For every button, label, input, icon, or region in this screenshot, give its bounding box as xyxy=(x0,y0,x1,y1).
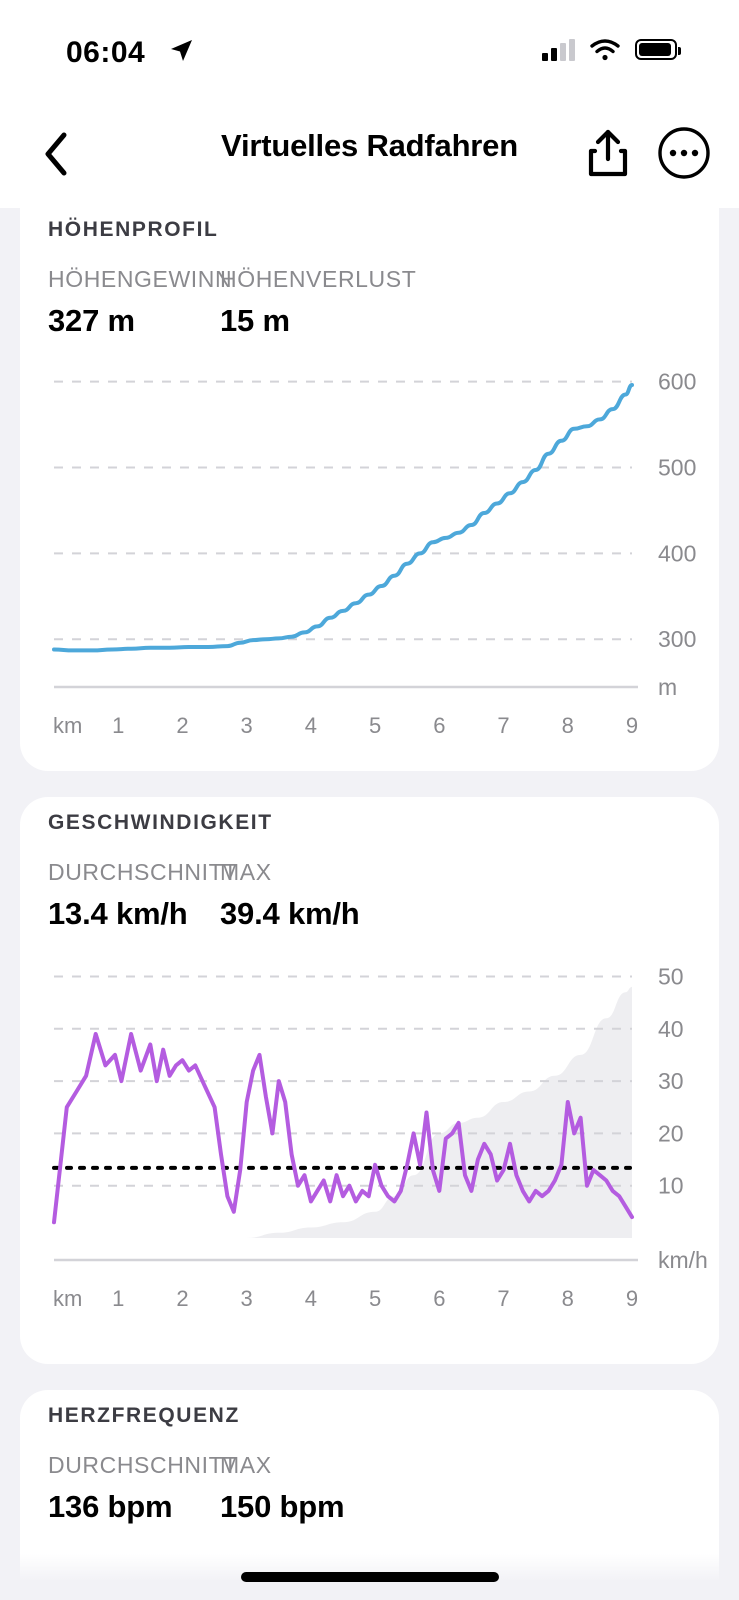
stat-value: 39.4 km/h xyxy=(220,896,360,931)
battery-full-icon xyxy=(635,39,681,60)
elevation-chart-svg: 600 500 400 300 m km 1 2 3 4 5 6 7 8 9 xyxy=(52,369,696,738)
stats-speed: DURCHSCHNITT 13.4 km/h MAX 39.4 km/h xyxy=(20,835,719,932)
svg-text:8: 8 xyxy=(562,1286,574,1311)
svg-text:7: 7 xyxy=(497,1286,509,1311)
stat-label: HÖHENVERLUST xyxy=(220,266,417,292)
svg-text:50: 50 xyxy=(658,963,684,989)
home-indicator xyxy=(240,1572,499,1582)
stats-heartrate: DURCHSCHNITT 136 bpm MAX 150 bpm xyxy=(20,1428,719,1525)
stat-elevation-loss: HÖHENVERLUST 15 m xyxy=(220,266,417,339)
svg-text:m: m xyxy=(658,674,677,700)
share-button[interactable] xyxy=(583,126,633,180)
stats-elevation: HÖHENGEWINN 327 m HÖHENVERLUST 15 m xyxy=(20,242,719,339)
status-time: 06:04 xyxy=(66,36,146,69)
status-indicators xyxy=(542,38,681,61)
svg-text:6: 6 xyxy=(433,713,445,738)
svg-text:km: km xyxy=(53,1286,82,1311)
stat-speed-max: MAX 39.4 km/h xyxy=(220,859,392,932)
stat-label: HÖHENGEWINN xyxy=(48,266,233,292)
page-title: Virtuelles Radfahren xyxy=(221,128,518,163)
card-elevation: HÖHENPROFIL HÖHENGEWINN 327 m HÖHENVERLU… xyxy=(20,208,719,771)
stat-value: 15 m xyxy=(220,303,290,338)
section-title-elevation: HÖHENPROFIL xyxy=(48,218,219,241)
section-title-heartrate: HERZFREQUENZ xyxy=(48,1404,240,1427)
stat-value: 13.4 km/h xyxy=(48,896,188,931)
svg-text:400: 400 xyxy=(658,540,696,566)
card-heartrate: HERZFREQUENZ DURCHSCHNITT 136 bpm MAX 15… xyxy=(20,1390,719,1600)
share-upload-icon xyxy=(588,129,628,177)
speed-chart-svg: 50 40 30 20 10 km/h km 1 2 3 4 5 6 7 8 9 xyxy=(52,963,708,1311)
svg-text:9: 9 xyxy=(626,713,638,738)
svg-text:7: 7 xyxy=(497,713,509,738)
svg-text:10: 10 xyxy=(658,1173,684,1199)
stat-value: 150 bpm xyxy=(220,1489,345,1524)
stat-label: DURCHSCHNITT xyxy=(48,859,238,885)
card-speed: GESCHWINDIGKEIT DURCHSCHNITT 13.4 km/h M… xyxy=(20,797,719,1364)
stat-speed-average: DURCHSCHNITT 13.4 km/h xyxy=(48,859,238,932)
section-title-speed: GESCHWINDIGKEIT xyxy=(48,811,273,834)
stat-hr-average: DURCHSCHNITT 136 bpm xyxy=(48,1452,238,1525)
svg-text:1: 1 xyxy=(112,1286,124,1311)
nav-bar: Virtuelles Radfahren xyxy=(0,100,739,208)
back-button[interactable] xyxy=(32,130,80,178)
chart-speed[interactable]: 50 40 30 20 10 km/h km 1 2 3 4 5 6 7 8 9 xyxy=(20,952,719,1342)
stat-elevation-gain: HÖHENGEWINN 327 m xyxy=(48,266,233,339)
svg-text:5: 5 xyxy=(369,1286,381,1311)
scroll-content[interactable]: HÖHENPROFIL HÖHENGEWINN 327 m HÖHENVERLU… xyxy=(0,208,739,1600)
svg-text:4: 4 xyxy=(305,1286,317,1311)
svg-text:3: 3 xyxy=(241,713,253,738)
svg-text:6: 6 xyxy=(433,1286,445,1311)
cellular-bars-icon xyxy=(542,38,575,61)
svg-text:km/h: km/h xyxy=(658,1247,708,1273)
chart-elevation[interactable]: 600 500 400 300 m km 1 2 3 4 5 6 7 8 9 xyxy=(20,359,719,749)
svg-text:4: 4 xyxy=(305,713,317,738)
svg-text:2: 2 xyxy=(176,713,188,738)
location-arrow-icon xyxy=(171,40,192,61)
svg-text:500: 500 xyxy=(658,454,696,480)
status-bar: 06:04 xyxy=(0,0,739,100)
svg-text:2: 2 xyxy=(176,1286,188,1311)
stat-label: MAX xyxy=(220,859,272,885)
svg-text:600: 600 xyxy=(658,369,696,395)
stat-value: 327 m xyxy=(48,303,135,338)
svg-text:1: 1 xyxy=(112,713,124,738)
svg-text:5: 5 xyxy=(369,713,381,738)
more-options-button[interactable] xyxy=(657,126,711,180)
svg-text:20: 20 xyxy=(658,1120,684,1146)
svg-text:3: 3 xyxy=(241,1286,253,1311)
svg-text:km: km xyxy=(53,713,82,738)
stat-hr-max: MAX 150 bpm xyxy=(220,1452,392,1525)
svg-text:9: 9 xyxy=(626,1286,638,1311)
wifi-icon xyxy=(590,39,620,61)
stat-value: 136 bpm xyxy=(48,1489,173,1524)
stat-label: MAX xyxy=(220,1452,272,1478)
ellipsis-circle-icon xyxy=(658,127,710,179)
svg-text:30: 30 xyxy=(658,1068,684,1094)
stat-label: DURCHSCHNITT xyxy=(48,1452,238,1478)
svg-text:300: 300 xyxy=(658,626,696,652)
svg-text:40: 40 xyxy=(658,1016,684,1042)
svg-text:8: 8 xyxy=(562,713,574,738)
